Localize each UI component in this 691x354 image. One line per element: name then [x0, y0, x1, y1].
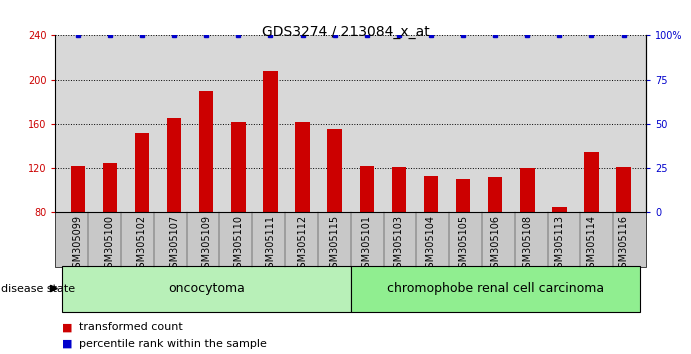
- Text: transformed count: transformed count: [79, 322, 183, 332]
- Text: disease state: disease state: [1, 284, 75, 293]
- Text: oncocytoma: oncocytoma: [168, 282, 245, 295]
- Bar: [135, 133, 149, 212]
- Bar: [488, 177, 502, 212]
- Text: GDS3274 / 213084_x_at: GDS3274 / 213084_x_at: [262, 25, 429, 39]
- Bar: [456, 179, 471, 212]
- Bar: [167, 118, 181, 212]
- Bar: [199, 91, 214, 212]
- Bar: [616, 167, 631, 212]
- Bar: [392, 167, 406, 212]
- Bar: [328, 130, 342, 212]
- Bar: [231, 122, 245, 212]
- Bar: [103, 162, 117, 212]
- Bar: [359, 166, 374, 212]
- Text: ■: ■: [62, 322, 73, 332]
- Bar: [585, 152, 598, 212]
- Text: ■: ■: [62, 339, 73, 349]
- Bar: [70, 166, 85, 212]
- Text: percentile rank within the sample: percentile rank within the sample: [79, 339, 267, 349]
- Bar: [520, 168, 535, 212]
- Bar: [263, 71, 278, 212]
- Bar: [424, 176, 438, 212]
- Text: chromophobe renal cell carcinoma: chromophobe renal cell carcinoma: [386, 282, 604, 295]
- Bar: [552, 207, 567, 212]
- Bar: [295, 122, 310, 212]
